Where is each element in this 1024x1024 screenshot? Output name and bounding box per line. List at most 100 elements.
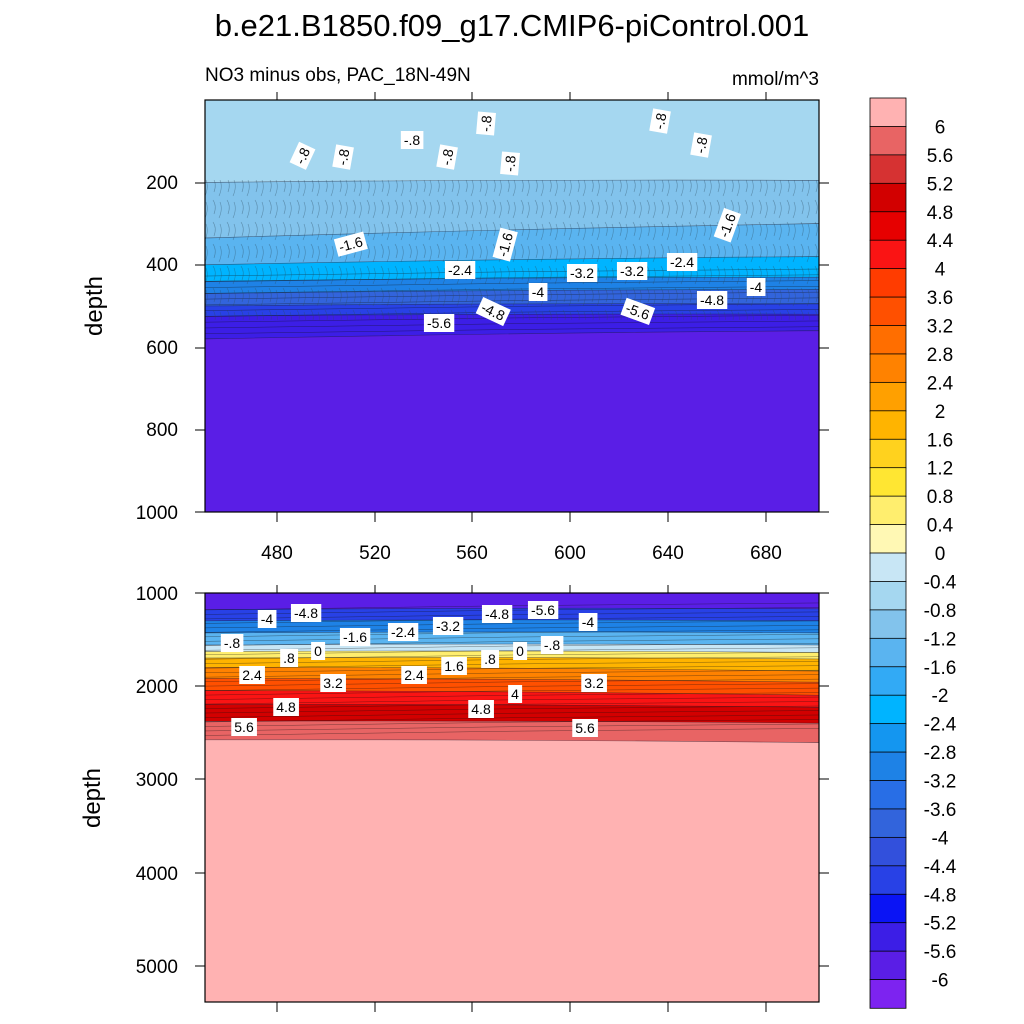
contour-label: 4.8 xyxy=(276,699,296,715)
upper-plot-frame xyxy=(204,99,820,513)
contour-label: -.8 xyxy=(544,637,561,653)
contour-label: -4 xyxy=(532,284,545,300)
colorbar-swatch xyxy=(869,609,907,640)
contour-label: -2.4 xyxy=(670,254,694,270)
contour-label: 3.2 xyxy=(323,675,343,691)
colorbar-tick-label: -5.2 xyxy=(924,914,957,935)
y-tick-label: 1000 xyxy=(136,503,178,524)
lower-panel: -4 -4.8 -4.8 -5.6 -4 -.8 -1.6 -2.4 -3.2 … xyxy=(79,584,829,1012)
colorbar-swatch xyxy=(869,836,907,867)
contour-label-box xyxy=(528,283,548,301)
colorbar-swatch xyxy=(869,893,907,924)
colorbar-swatch xyxy=(869,410,907,440)
lower-contour-fill xyxy=(205,593,819,1002)
contour-label: -3.2 xyxy=(436,618,460,634)
contour-label: 0 xyxy=(314,643,322,659)
contour-line xyxy=(205,634,819,642)
upper-y-axis-title: depth xyxy=(81,276,108,336)
contour-label: -4 xyxy=(261,611,274,627)
contour-label: -.8 xyxy=(477,115,494,133)
contour-label-box xyxy=(566,264,598,282)
x-tick-label: 480 xyxy=(261,543,293,564)
contour-label-box xyxy=(401,666,427,684)
x-tick-label: 600 xyxy=(554,543,586,564)
colorbar-swatch xyxy=(869,666,907,696)
contour-label: 5.6 xyxy=(575,720,595,736)
colorbar-tick-label: 2.4 xyxy=(927,373,954,394)
contour-label-box xyxy=(311,642,326,660)
colorbar-tick-label: 2.8 xyxy=(927,345,953,366)
contour-label: -1.6 xyxy=(494,231,516,259)
colorbar-swatch xyxy=(869,438,907,469)
contour-label: 0 xyxy=(516,643,524,659)
contour-label-box xyxy=(436,144,458,170)
colorbar xyxy=(869,97,907,1009)
contour-label: -.8 xyxy=(224,635,241,651)
colorbar-tick-label: -0.4 xyxy=(924,572,957,593)
colorbar-tick-label: 0 xyxy=(935,544,946,565)
contour-label: 4.8 xyxy=(471,701,491,717)
x-tick-label: 560 xyxy=(456,543,488,564)
contour-label-box xyxy=(320,674,346,692)
colorbar-tick-label: 4.4 xyxy=(927,231,954,252)
contour-label-box xyxy=(423,314,455,332)
contour-label-box xyxy=(616,262,648,280)
contour-label-box xyxy=(508,685,523,703)
contour-label: -1.6 xyxy=(716,211,739,239)
colorbar-swatch xyxy=(869,865,907,895)
contour-label: -.8 xyxy=(651,111,670,130)
contour-label: -4.8 xyxy=(700,292,724,308)
contour-label: -5.6 xyxy=(531,602,555,618)
contour-label-box xyxy=(333,231,368,257)
contour-label-box xyxy=(500,151,520,176)
contour-line xyxy=(205,643,819,651)
contour-label: -3.2 xyxy=(570,265,594,281)
units-label: mmol/m^3 xyxy=(732,69,819,90)
contour-label-box xyxy=(746,278,766,296)
contour-line xyxy=(205,320,819,329)
colorbar-tick-label: -3.2 xyxy=(924,772,957,793)
colorbar-swatch xyxy=(869,296,907,327)
contour-label: 5.6 xyxy=(234,719,254,735)
contour-label-box xyxy=(387,623,419,641)
y-tick-label: 4000 xyxy=(136,864,178,885)
contour-label: -1.6 xyxy=(337,233,365,255)
colorbar-tick-labels: 6 5.6 5.2 4.8 4.4 4 3.6 3.2 2.8 2.4 2 1.6 1.2 0.8 0.4 0… xyxy=(924,117,957,991)
y-tick-label: 600 xyxy=(146,338,178,359)
colorbar-tick-label: -1.2 xyxy=(924,629,957,650)
contour-label-box xyxy=(572,719,598,737)
y-tick-label: 1000 xyxy=(136,584,178,605)
colorbar-tick-label: 3.2 xyxy=(927,317,953,338)
contour-line xyxy=(205,719,819,727)
y-tick-label: 200 xyxy=(146,173,178,194)
colorbar-swatch xyxy=(869,808,907,839)
contour-label-box xyxy=(578,613,598,631)
contour-label-box xyxy=(713,207,741,243)
colorbar-swatch xyxy=(869,922,907,952)
contour-label: -3.2 xyxy=(620,263,644,279)
contour-label-box xyxy=(257,610,277,628)
contour-label: -.8 xyxy=(334,147,353,166)
colorbar-swatch xyxy=(869,154,907,185)
colorbar-swatch xyxy=(869,979,907,1009)
variable-label: NO3 minus obs, PAC_18N-49N xyxy=(205,65,471,86)
colorbar-swatch xyxy=(869,126,907,156)
contour-label-box xyxy=(339,628,371,646)
colorbar-swatch xyxy=(869,581,907,611)
colorbar-tick-label: -4.4 xyxy=(924,857,957,878)
contour-label-box xyxy=(432,617,464,635)
colorbar-tick-label: 4 xyxy=(935,260,946,281)
contour-label: -2.4 xyxy=(448,262,472,278)
contour-label-box xyxy=(290,604,322,622)
x-tick-label: 680 xyxy=(750,543,782,564)
colorbar-tick-label: 3.6 xyxy=(927,288,953,309)
contour-label: -4.8 xyxy=(485,606,509,622)
colorbar-tick-label: -3.6 xyxy=(924,800,957,821)
contour-line xyxy=(205,723,819,732)
colorbar-tick-label: -2 xyxy=(932,686,949,707)
colorbar-swatch xyxy=(869,325,907,355)
contour-label-box xyxy=(581,674,607,692)
contour-line xyxy=(205,710,819,718)
colorbar-tick-label: 0.8 xyxy=(927,487,953,508)
colorbar-swatch xyxy=(869,97,907,128)
